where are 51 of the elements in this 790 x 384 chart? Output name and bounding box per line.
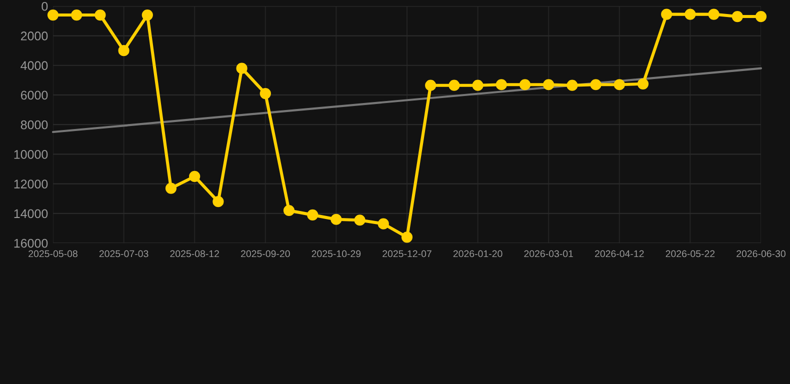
point [354, 214, 366, 226]
point [496, 79, 507, 90]
point [330, 214, 342, 225]
y-tick-label: 2000 [20, 32, 48, 40]
point [212, 196, 224, 208]
point [519, 79, 531, 90]
y-tick-label: 0 [42, 2, 48, 11]
point [472, 80, 484, 91]
point [661, 8, 672, 20]
point [71, 9, 82, 21]
point [425, 80, 436, 91]
x-tick-label: 2026-04-12 [595, 250, 644, 258]
point [47, 9, 59, 21]
x-tick-label: 2025-12-07 [382, 250, 432, 258]
point [307, 209, 318, 220]
point [118, 45, 130, 56]
y-tick-label: 8000 [20, 120, 48, 130]
x-tick-label: 2026-03-01 [524, 250, 573, 258]
point [590, 79, 602, 90]
point [142, 9, 153, 21]
point [401, 232, 413, 243]
point [614, 79, 625, 90]
x-tick-label: 2026-05-22 [666, 250, 715, 258]
x-tick-label: 2025-09-20 [241, 250, 290, 258]
x-tick-label: 2026-01-20 [453, 250, 502, 258]
point [94, 9, 106, 21]
point [566, 80, 578, 91]
x-tick-label: 2026-06-30 [736, 250, 786, 258]
point [637, 78, 649, 90]
y-tick-label: 12000 [14, 180, 48, 188]
point [543, 79, 554, 90]
point [732, 10, 743, 22]
x-tick-label: 2025-05-08 [28, 250, 78, 258]
point [165, 182, 177, 194]
y-tick-label: 14000 [14, 209, 48, 218]
point [189, 170, 200, 182]
x-tick-label: 2025-08-12 [170, 250, 219, 258]
point [684, 8, 696, 20]
point [236, 62, 248, 74]
y-tick-label: 16000 [14, 238, 48, 248]
point [448, 80, 460, 91]
x-tick-label: 2025-07-03 [99, 250, 148, 258]
y-tick-label: 6000 [20, 90, 48, 100]
y-tick-label: 10000 [14, 150, 48, 159]
point [260, 88, 271, 100]
point [708, 8, 720, 20]
point [283, 204, 295, 216]
point [755, 10, 767, 22]
y-tick-label: 4000 [20, 61, 48, 70]
x-tick-label: 2025-10-29 [312, 250, 361, 258]
point [378, 218, 389, 230]
